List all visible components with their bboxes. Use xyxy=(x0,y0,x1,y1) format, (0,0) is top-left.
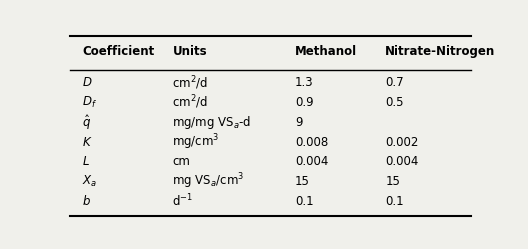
Text: $L$: $L$ xyxy=(82,155,90,168)
Text: $X_a$: $X_a$ xyxy=(82,174,98,189)
Text: 0.008: 0.008 xyxy=(295,135,328,149)
Text: mg VS$_a$/cm$^3$: mg VS$_a$/cm$^3$ xyxy=(172,172,244,191)
Text: cm$^2$/d: cm$^2$/d xyxy=(172,94,209,111)
Text: $\hat{q}$: $\hat{q}$ xyxy=(82,113,91,132)
Text: $K$: $K$ xyxy=(82,135,93,149)
Text: 0.9: 0.9 xyxy=(295,96,314,109)
Text: cm$^2$/d: cm$^2$/d xyxy=(172,74,209,92)
Text: 1.3: 1.3 xyxy=(295,76,314,89)
Text: $D$: $D$ xyxy=(82,76,93,89)
Text: mg/mg VS$_a$-d: mg/mg VS$_a$-d xyxy=(172,114,251,131)
Text: mg/cm$^3$: mg/cm$^3$ xyxy=(172,132,220,152)
Text: 0.7: 0.7 xyxy=(385,76,404,89)
Text: $D_f$: $D_f$ xyxy=(82,95,97,110)
Text: 0.5: 0.5 xyxy=(385,96,404,109)
Text: 0.002: 0.002 xyxy=(385,135,419,149)
Text: 15: 15 xyxy=(295,175,310,188)
Text: cm: cm xyxy=(172,155,190,168)
Text: Coefficient: Coefficient xyxy=(82,45,155,59)
Text: Methanol: Methanol xyxy=(295,45,357,59)
Text: 9: 9 xyxy=(295,116,303,129)
Text: $b$: $b$ xyxy=(82,194,91,208)
Text: 0.004: 0.004 xyxy=(295,155,328,168)
Text: 0.004: 0.004 xyxy=(385,155,419,168)
Text: 15: 15 xyxy=(385,175,400,188)
Text: d$^{-1}$: d$^{-1}$ xyxy=(172,193,193,209)
Text: Nitrate-Nitrogen: Nitrate-Nitrogen xyxy=(385,45,495,59)
Text: Units: Units xyxy=(172,45,207,59)
Text: 0.1: 0.1 xyxy=(295,195,314,208)
Text: 0.1: 0.1 xyxy=(385,195,404,208)
